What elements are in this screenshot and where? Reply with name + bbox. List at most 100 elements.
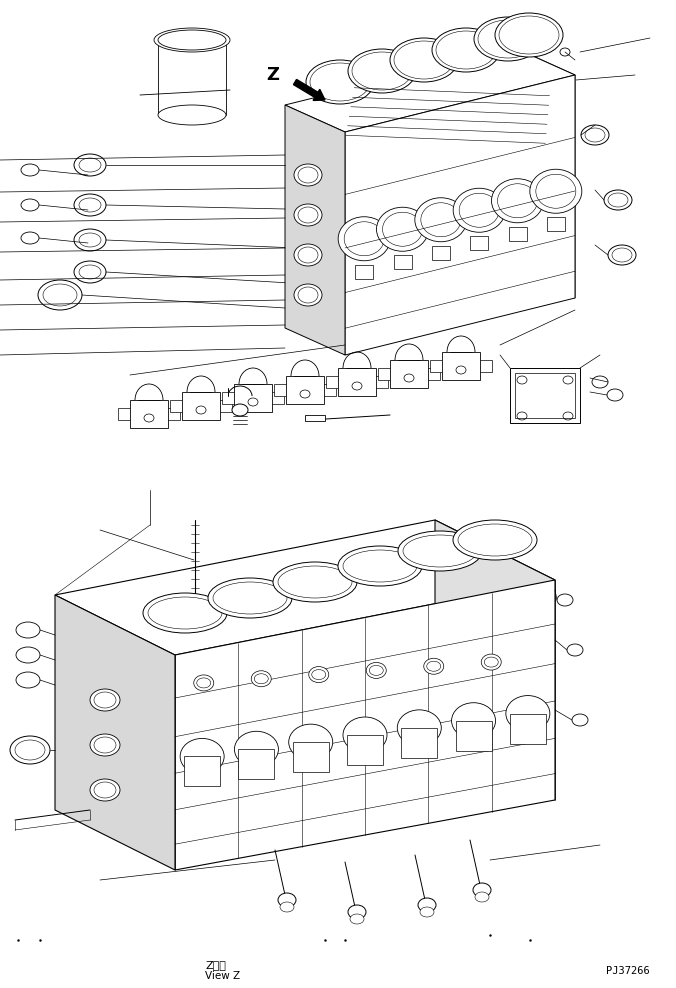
Ellipse shape [158, 30, 226, 50]
Ellipse shape [154, 28, 230, 52]
Ellipse shape [74, 154, 106, 176]
Ellipse shape [79, 233, 101, 247]
Polygon shape [324, 384, 336, 396]
Ellipse shape [453, 189, 505, 232]
Polygon shape [376, 376, 388, 388]
Polygon shape [222, 392, 234, 404]
Ellipse shape [232, 404, 248, 416]
Ellipse shape [298, 207, 318, 223]
Ellipse shape [79, 198, 101, 212]
Ellipse shape [581, 125, 609, 145]
Bar [402, 728, 437, 758]
Ellipse shape [273, 562, 357, 602]
Polygon shape [130, 400, 168, 428]
Ellipse shape [16, 622, 40, 638]
Ellipse shape [94, 737, 116, 753]
Ellipse shape [289, 724, 333, 760]
Polygon shape [430, 360, 442, 372]
Ellipse shape [383, 212, 422, 246]
Ellipse shape [348, 49, 416, 93]
Ellipse shape [478, 20, 538, 58]
Ellipse shape [294, 284, 322, 306]
Ellipse shape [506, 696, 550, 731]
Ellipse shape [484, 657, 498, 667]
Ellipse shape [213, 582, 287, 614]
Bar [184, 757, 220, 786]
Bar [432, 246, 450, 260]
Bar [347, 735, 383, 765]
Ellipse shape [298, 287, 318, 303]
Ellipse shape [16, 647, 40, 663]
Ellipse shape [352, 52, 412, 90]
Ellipse shape [197, 678, 211, 688]
Ellipse shape [475, 892, 489, 902]
Polygon shape [345, 75, 575, 355]
Ellipse shape [294, 204, 322, 226]
Polygon shape [185, 595, 205, 606]
Ellipse shape [398, 531, 482, 571]
Ellipse shape [604, 190, 632, 210]
Bar [293, 742, 329, 773]
Ellipse shape [491, 179, 544, 222]
Polygon shape [220, 400, 232, 412]
Polygon shape [442, 352, 480, 380]
Ellipse shape [294, 244, 322, 266]
Ellipse shape [474, 17, 542, 61]
Ellipse shape [343, 717, 387, 753]
Ellipse shape [148, 597, 222, 629]
Ellipse shape [421, 203, 461, 237]
Ellipse shape [180, 738, 224, 775]
Ellipse shape [235, 731, 279, 768]
Polygon shape [286, 376, 324, 404]
Ellipse shape [94, 782, 116, 798]
Ellipse shape [585, 128, 605, 142]
Ellipse shape [10, 736, 50, 764]
Polygon shape [182, 392, 220, 420]
Bar [547, 217, 565, 231]
FancyArrow shape [293, 79, 325, 101]
Ellipse shape [21, 232, 39, 244]
Text: View Z: View Z [205, 971, 240, 981]
Ellipse shape [312, 670, 326, 680]
Ellipse shape [74, 194, 106, 216]
Ellipse shape [592, 376, 608, 388]
Ellipse shape [567, 644, 583, 656]
Ellipse shape [369, 665, 383, 676]
Ellipse shape [436, 31, 496, 69]
Bar [456, 720, 491, 751]
Ellipse shape [530, 169, 582, 213]
Ellipse shape [79, 158, 101, 172]
Polygon shape [274, 384, 286, 396]
Ellipse shape [420, 907, 434, 917]
Ellipse shape [338, 216, 390, 261]
Text: PJ37266: PJ37266 [606, 966, 650, 976]
Ellipse shape [397, 709, 441, 746]
Ellipse shape [90, 779, 120, 801]
Ellipse shape [536, 174, 576, 208]
Polygon shape [435, 520, 555, 800]
Ellipse shape [16, 672, 40, 688]
Polygon shape [480, 360, 492, 372]
Ellipse shape [453, 520, 537, 560]
Ellipse shape [499, 16, 559, 54]
Ellipse shape [338, 546, 422, 586]
Ellipse shape [427, 661, 441, 671]
Ellipse shape [306, 60, 374, 104]
Polygon shape [378, 368, 390, 380]
Ellipse shape [459, 194, 499, 227]
Ellipse shape [608, 245, 636, 265]
Ellipse shape [251, 671, 271, 687]
Polygon shape [118, 408, 130, 420]
Ellipse shape [254, 674, 268, 684]
Polygon shape [170, 400, 182, 412]
Ellipse shape [377, 207, 429, 251]
Ellipse shape [424, 658, 443, 674]
Polygon shape [272, 392, 284, 404]
Ellipse shape [309, 667, 329, 683]
Bar [510, 368, 580, 423]
Ellipse shape [473, 883, 491, 897]
Ellipse shape [348, 905, 366, 919]
Ellipse shape [607, 389, 623, 401]
Polygon shape [55, 520, 555, 655]
Polygon shape [285, 105, 345, 355]
